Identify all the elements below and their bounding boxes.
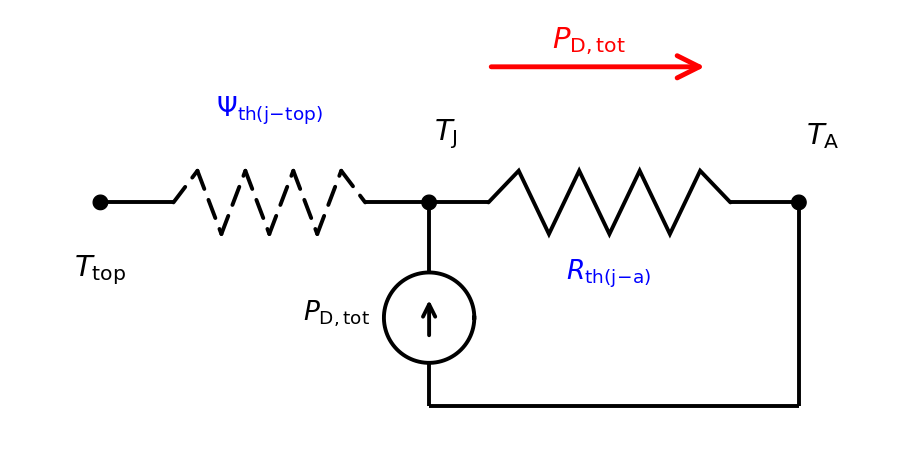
Text: $\mathit{R}_{\rm th(j\!-\!a)}$: $\mathit{R}_{\rm th(j\!-\!a)}$	[566, 257, 652, 289]
Text: $\mathit{T}_{\rm J}$: $\mathit{T}_{\rm J}$	[434, 118, 457, 151]
Text: $\mathit{P}_{\rm D,tot}$: $\mathit{P}_{\rm D,tot}$	[303, 298, 370, 329]
Text: $\mathit{T}_{\rm top}$: $\mathit{T}_{\rm top}$	[74, 253, 127, 286]
Polygon shape	[422, 196, 436, 210]
Text: $\mathit{T}_{\rm A}$: $\mathit{T}_{\rm A}$	[806, 121, 840, 151]
Polygon shape	[792, 196, 806, 210]
Text: $\mathit{\Psi}_{\rm th(j\!-\!top)}$: $\mathit{\Psi}_{\rm th(j\!-\!top)}$	[215, 94, 323, 126]
Text: $\mathit{P}_{\rm D,tot}$: $\mathit{P}_{\rm D,tot}$	[552, 25, 625, 56]
Polygon shape	[93, 196, 108, 210]
